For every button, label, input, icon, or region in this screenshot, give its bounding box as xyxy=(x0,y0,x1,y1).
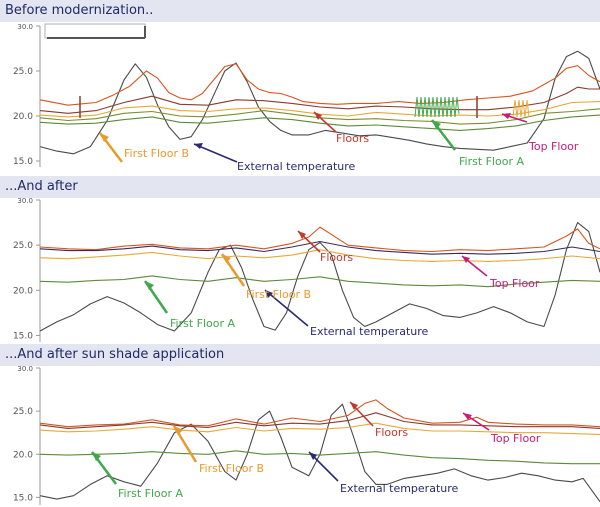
series-line-0 xyxy=(39,50,600,155)
series-line-0 xyxy=(39,222,600,332)
y-tick-label: 25.0 xyxy=(13,241,33,251)
annotation-label: First Floor B xyxy=(246,288,311,301)
annotation-label: Top Floor xyxy=(528,140,579,153)
annotation-label: First Floor A xyxy=(118,487,184,500)
panel-2-chart: 30.0 25.0 20.0 15.0 Floors Top Floor First … xyxy=(0,198,600,344)
series-line-1 xyxy=(39,226,600,253)
annotation-label: First Floor B xyxy=(199,462,264,475)
annotation-label: Floors xyxy=(336,132,369,145)
annotation-arrows xyxy=(99,111,528,163)
annotation-label: External temperature xyxy=(237,160,356,172)
series-line-3 xyxy=(39,422,600,435)
series-line-2 xyxy=(39,86,600,114)
y-tick-label: 25.0 xyxy=(13,67,33,77)
panel-1-chart: 30.0 25.0 20.0 15.0 First Floor B External … xyxy=(0,22,600,172)
series-line-1 xyxy=(39,63,600,106)
y-tick-label: 30.0 xyxy=(17,23,33,31)
y-tick-label: 30.0 xyxy=(17,366,33,373)
annotation-label: First Floor A xyxy=(170,317,236,330)
panel-2-header: ...And after xyxy=(0,176,600,198)
annotation-arrows xyxy=(91,401,490,485)
y-tick-label: 20.0 xyxy=(13,112,33,122)
annotation-arrows xyxy=(143,230,488,327)
spike-noise xyxy=(79,96,530,118)
series-line-4 xyxy=(39,450,600,465)
series-line-3 xyxy=(39,249,600,262)
legend-box xyxy=(44,23,146,39)
y-tick-label: 15.0 xyxy=(13,157,33,167)
annotation-label: First Floor B xyxy=(124,147,189,160)
panel-3-header: ...And after sun shade application xyxy=(0,344,600,366)
annotation-label: Floors xyxy=(320,251,353,264)
annotation-label: External temperature xyxy=(310,325,429,338)
panel-3-chart: 30.0 25.0 20.0 15.0 Floors Top Floor First … xyxy=(0,366,600,507)
panel-1-header: Before modernization.. xyxy=(0,0,600,22)
annotation-label: External temperature xyxy=(340,482,459,495)
annotation-label: First Floor A xyxy=(459,155,525,168)
series-line-0 xyxy=(39,403,600,503)
series-line-2 xyxy=(39,412,600,429)
series-line-4 xyxy=(39,275,600,288)
annotation-label: Floors xyxy=(375,426,408,439)
y-tick-label: 30.0 xyxy=(17,198,33,205)
y-tick-label: 25.0 xyxy=(13,407,33,417)
y-tick-label: 15.0 xyxy=(13,331,33,341)
annotation-label: Top Floor xyxy=(489,277,540,290)
annotation-label: Top Floor xyxy=(490,432,541,445)
series-line-2 xyxy=(39,240,600,255)
y-tick-label: 15.0 xyxy=(13,493,33,503)
y-tick-label: 20.0 xyxy=(13,286,33,296)
series-line-5 xyxy=(39,114,600,131)
y-tick-label: 20.0 xyxy=(13,450,33,460)
